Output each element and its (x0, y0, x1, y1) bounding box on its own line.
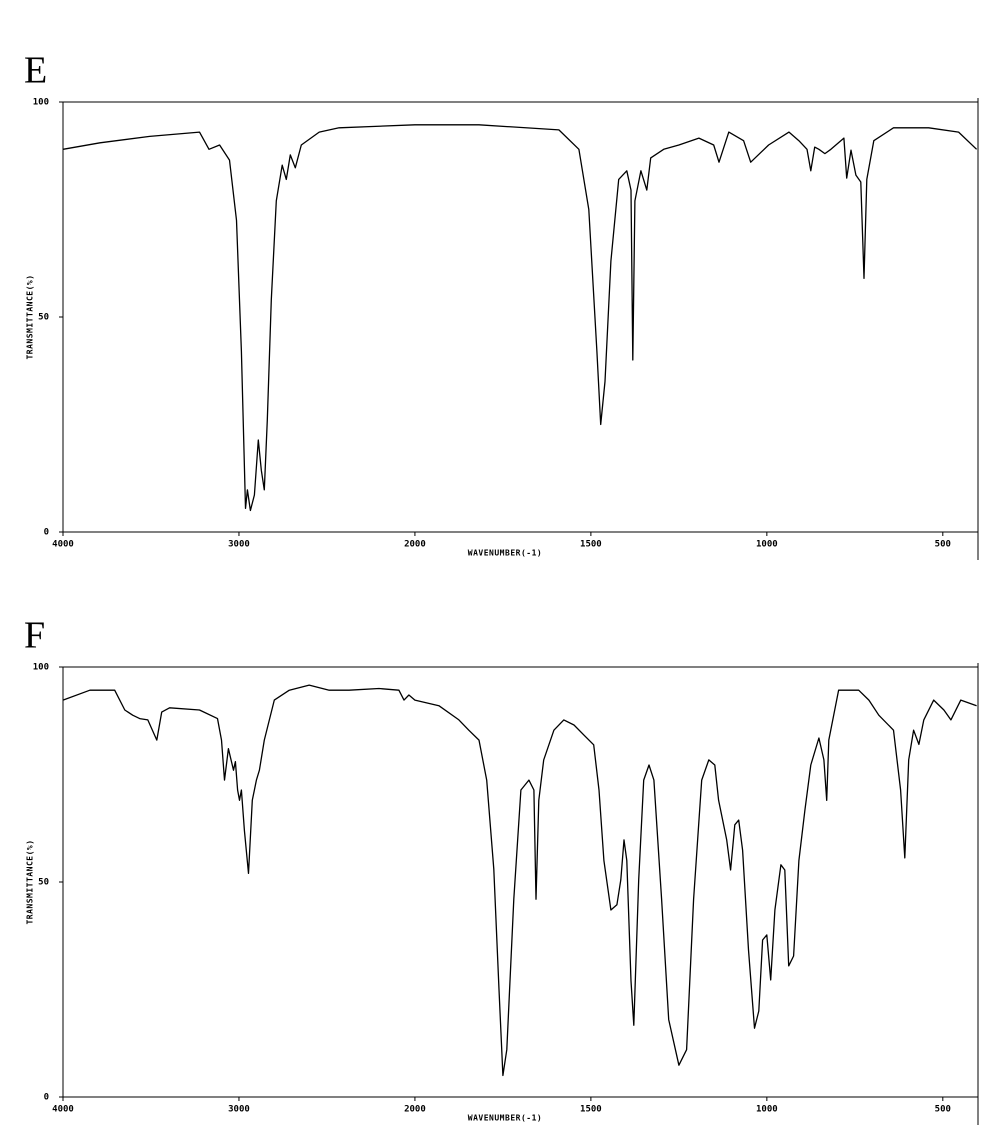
y-tick-label: 0 (44, 528, 49, 538)
x-tick-label: 4000 (52, 540, 74, 550)
x-tick-label: 1500 (580, 540, 602, 550)
y-tick-label: 100 (33, 663, 49, 673)
chart-title: F (24, 615, 45, 657)
y-tick-label: 50 (38, 313, 49, 323)
chart-title: E (24, 50, 47, 92)
y-tick-label: 0 (44, 1093, 49, 1103)
x-tick-label: 500 (935, 540, 951, 550)
x-axis-label: WAVENUMBER(-1) (468, 1114, 542, 1123)
x-tick-label: 500 (935, 1105, 951, 1115)
y-axis-label: TRANSMITTANCE(%) (26, 839, 35, 924)
spectrum-line (62, 124, 978, 512)
spectrum-line (62, 684, 977, 1077)
x-tick-label: 1000 (756, 540, 778, 550)
x-tick-label: 4000 (52, 1105, 74, 1115)
y-tick-label: 50 (38, 878, 49, 888)
x-tick-label: 2000 (404, 540, 426, 550)
y-axis-label: TRANSMITTANCE(%) (26, 274, 35, 359)
x-tick-label: 2000 (404, 1105, 426, 1115)
x-tick-label: 1500 (580, 1105, 602, 1115)
y-tick-label: 100 (33, 98, 49, 108)
x-tick-label: 3000 (228, 1105, 250, 1115)
x-axis-label: WAVENUMBER(-1) (468, 549, 542, 558)
x-tick-label: 3000 (228, 540, 250, 550)
x-tick-label: 1000 (756, 1105, 778, 1115)
